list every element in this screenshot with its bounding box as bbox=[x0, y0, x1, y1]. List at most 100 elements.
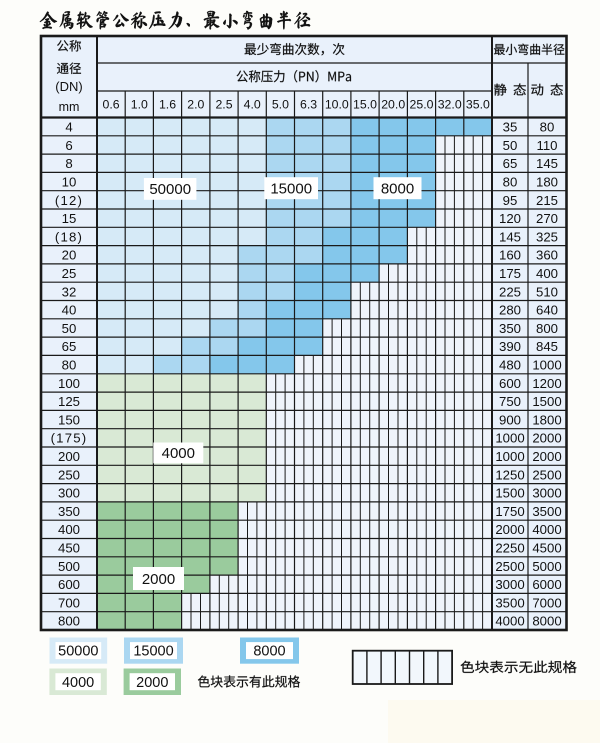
svg-text:1500: 1500 bbox=[532, 394, 561, 409]
svg-text:50000: 50000 bbox=[58, 644, 98, 660]
svg-text:4000: 4000 bbox=[532, 522, 561, 537]
svg-text:8: 8 bbox=[65, 156, 72, 171]
svg-text:350: 350 bbox=[58, 504, 80, 519]
svg-text:180: 180 bbox=[536, 175, 558, 190]
svg-text:2000: 2000 bbox=[495, 522, 524, 537]
svg-text:1250: 1250 bbox=[495, 467, 524, 482]
svg-text:32: 32 bbox=[62, 284, 77, 299]
svg-text:80: 80 bbox=[540, 120, 555, 135]
svg-text:15.0: 15.0 bbox=[353, 98, 377, 112]
svg-text:125: 125 bbox=[58, 394, 80, 409]
svg-text:20: 20 bbox=[62, 248, 77, 263]
svg-text:4.0: 4.0 bbox=[244, 98, 261, 112]
svg-text:1000: 1000 bbox=[532, 358, 561, 373]
svg-text:600: 600 bbox=[58, 577, 80, 592]
svg-text:1000: 1000 bbox=[495, 431, 524, 446]
svg-text:35.0: 35.0 bbox=[466, 98, 490, 112]
svg-text:8000: 8000 bbox=[532, 614, 561, 629]
svg-text:175: 175 bbox=[499, 266, 521, 281]
svg-text:2500: 2500 bbox=[495, 559, 524, 574]
svg-text:1000: 1000 bbox=[495, 449, 524, 464]
svg-text:2250: 2250 bbox=[495, 541, 524, 556]
svg-text:2000: 2000 bbox=[532, 449, 561, 464]
svg-text:2500: 2500 bbox=[532, 467, 561, 482]
svg-text:6.3: 6.3 bbox=[300, 98, 317, 112]
svg-text:32.0: 32.0 bbox=[438, 98, 462, 112]
svg-text:2.0: 2.0 bbox=[187, 98, 204, 112]
svg-text:4500: 4500 bbox=[532, 541, 561, 556]
svg-text:3000: 3000 bbox=[532, 486, 561, 501]
svg-text:(12): (12) bbox=[55, 193, 83, 208]
svg-text:15000: 15000 bbox=[270, 180, 312, 197]
svg-text:0.6: 0.6 bbox=[103, 98, 120, 112]
svg-text:450: 450 bbox=[58, 541, 80, 556]
svg-text:145: 145 bbox=[499, 229, 521, 244]
svg-text:280: 280 bbox=[499, 303, 521, 318]
svg-text:3500: 3500 bbox=[495, 595, 524, 610]
svg-text:270: 270 bbox=[536, 211, 558, 226]
svg-text:250: 250 bbox=[58, 467, 80, 482]
svg-text:7000: 7000 bbox=[532, 595, 561, 610]
svg-text:6: 6 bbox=[65, 138, 72, 153]
svg-text:500: 500 bbox=[58, 559, 80, 574]
svg-text:845: 845 bbox=[536, 339, 558, 354]
svg-text:1500: 1500 bbox=[495, 486, 524, 501]
svg-text:2000: 2000 bbox=[142, 571, 175, 588]
svg-text:40: 40 bbox=[62, 303, 77, 318]
svg-text:6000: 6000 bbox=[532, 577, 561, 592]
svg-text:300: 300 bbox=[58, 486, 80, 501]
svg-text:(18): (18) bbox=[55, 229, 83, 244]
svg-text:50: 50 bbox=[503, 138, 518, 153]
svg-text:4000: 4000 bbox=[162, 445, 195, 462]
svg-text:2000: 2000 bbox=[136, 675, 168, 691]
svg-text:10.0: 10.0 bbox=[325, 98, 349, 112]
svg-text:120: 120 bbox=[499, 211, 521, 226]
svg-text:4000: 4000 bbox=[62, 675, 94, 691]
svg-text:145: 145 bbox=[536, 156, 558, 171]
svg-text:95: 95 bbox=[503, 193, 518, 208]
svg-text:1800: 1800 bbox=[532, 412, 561, 427]
svg-text:65: 65 bbox=[62, 339, 77, 354]
svg-text:215: 215 bbox=[536, 193, 558, 208]
svg-text:8000: 8000 bbox=[253, 644, 285, 660]
svg-text:510: 510 bbox=[536, 284, 558, 299]
svg-text:750: 750 bbox=[499, 394, 521, 409]
svg-text:800: 800 bbox=[58, 614, 80, 629]
svg-text:1.6: 1.6 bbox=[159, 98, 176, 112]
svg-text:390: 390 bbox=[499, 339, 521, 354]
svg-text:25.0: 25.0 bbox=[410, 98, 434, 112]
svg-text:5000: 5000 bbox=[532, 559, 561, 574]
svg-text:225: 225 bbox=[499, 284, 521, 299]
svg-text:1200: 1200 bbox=[532, 376, 561, 391]
svg-text:20.0: 20.0 bbox=[381, 98, 405, 112]
svg-text:50: 50 bbox=[62, 321, 77, 336]
svg-text:mm: mm bbox=[59, 100, 80, 114]
svg-text:700: 700 bbox=[58, 595, 80, 610]
svg-text:200: 200 bbox=[58, 449, 80, 464]
svg-text:350: 350 bbox=[499, 321, 521, 336]
svg-text:800: 800 bbox=[536, 321, 558, 336]
svg-text:(175): (175) bbox=[51, 431, 88, 446]
svg-text:3500: 3500 bbox=[532, 504, 561, 519]
svg-text:5.0: 5.0 bbox=[272, 98, 289, 112]
svg-text:900: 900 bbox=[499, 412, 521, 427]
svg-text:400: 400 bbox=[58, 522, 80, 537]
svg-text:150: 150 bbox=[58, 412, 80, 427]
svg-text:640: 640 bbox=[536, 303, 558, 318]
svg-text:4000: 4000 bbox=[495, 614, 524, 629]
svg-text:360: 360 bbox=[536, 248, 558, 263]
svg-text:1750: 1750 bbox=[495, 504, 524, 519]
svg-text:15: 15 bbox=[62, 211, 77, 226]
svg-text:400: 400 bbox=[536, 266, 558, 281]
svg-text:80: 80 bbox=[62, 358, 77, 373]
svg-text:25: 25 bbox=[62, 266, 77, 281]
svg-text:4: 4 bbox=[65, 120, 72, 135]
svg-text:3000: 3000 bbox=[495, 577, 524, 592]
svg-text:10: 10 bbox=[62, 175, 77, 190]
svg-text:2000: 2000 bbox=[532, 431, 561, 446]
svg-text:8000: 8000 bbox=[381, 180, 414, 197]
svg-text:2.5: 2.5 bbox=[215, 98, 232, 112]
svg-text:160: 160 bbox=[499, 248, 521, 263]
svg-text:80: 80 bbox=[503, 175, 518, 190]
svg-text:35: 35 bbox=[503, 120, 518, 135]
